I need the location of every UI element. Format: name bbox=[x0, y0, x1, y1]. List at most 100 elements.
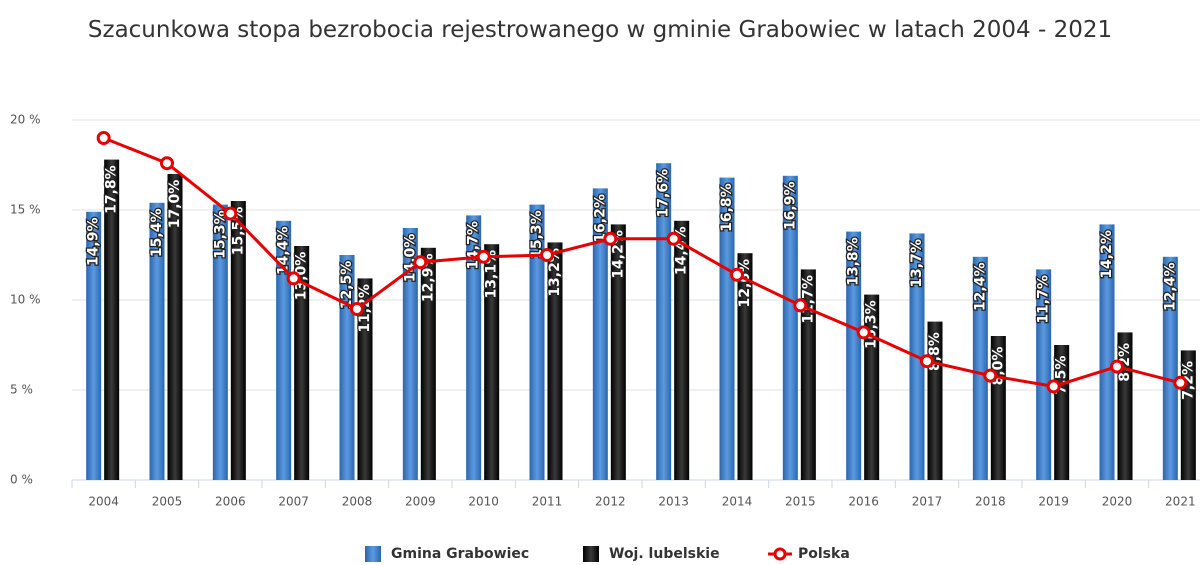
data-label: 11,7% bbox=[1036, 275, 1052, 324]
x-tick-label: 2006 bbox=[215, 495, 246, 509]
data-label: 16,9% bbox=[782, 182, 798, 231]
data-label: 13,8% bbox=[846, 237, 862, 286]
line-marker bbox=[793, 298, 808, 313]
x-tick-label: 2014 bbox=[722, 495, 753, 509]
data-label: 17,0% bbox=[167, 180, 183, 229]
line-marker bbox=[603, 231, 618, 246]
x-tick-label: 2005 bbox=[152, 495, 183, 509]
line-marker bbox=[223, 206, 238, 221]
x-tick-label: 2019 bbox=[1038, 495, 1069, 509]
x-tick-label: 2021 bbox=[1165, 495, 1196, 509]
bar bbox=[276, 220, 292, 481]
bar bbox=[547, 242, 563, 480]
bar bbox=[864, 294, 880, 480]
x-tick-label: 2011 bbox=[532, 495, 563, 509]
y-tick-label: 20 % bbox=[10, 113, 41, 127]
x-tick-label: 2012 bbox=[595, 495, 626, 509]
line-marker bbox=[1173, 375, 1188, 390]
bar bbox=[656, 163, 672, 480]
data-label: 17,8% bbox=[104, 165, 120, 214]
x-tick-label: 2017 bbox=[912, 495, 943, 509]
line-marker bbox=[540, 248, 554, 262]
bar bbox=[737, 253, 753, 480]
line-marker bbox=[1046, 379, 1061, 394]
data-label: 10,3% bbox=[864, 300, 880, 349]
data-label: 13,0% bbox=[294, 252, 310, 301]
data-label: 14,0% bbox=[402, 234, 418, 283]
legend-swatch bbox=[583, 546, 599, 562]
line-marker bbox=[920, 354, 934, 369]
bar bbox=[592, 188, 608, 480]
line-marker bbox=[286, 271, 301, 286]
chart-title: Szacunkowa stopa bezrobocia rejestrowane… bbox=[88, 17, 1112, 43]
line-marker bbox=[96, 131, 111, 145]
line-marker bbox=[730, 267, 744, 282]
legend-swatch bbox=[773, 547, 787, 561]
line-marker bbox=[666, 231, 681, 246]
data-label: 12,6% bbox=[737, 259, 753, 308]
x-tick-label: 2020 bbox=[1102, 495, 1133, 509]
bar bbox=[1036, 269, 1052, 480]
data-label: 14,2% bbox=[1099, 230, 1115, 279]
bar bbox=[357, 278, 373, 480]
legend-label: Woj. lubelskie bbox=[609, 546, 720, 562]
x-tick-label: 2004 bbox=[88, 495, 119, 509]
data-label: 15,4% bbox=[149, 209, 165, 258]
data-label: 16,2% bbox=[592, 194, 608, 243]
bar bbox=[610, 224, 626, 480]
bar bbox=[1054, 345, 1070, 480]
line bbox=[103, 136, 1181, 388]
bar bbox=[149, 202, 165, 481]
data-label: 12,4% bbox=[972, 263, 988, 312]
bar bbox=[104, 159, 120, 480]
line-marker bbox=[350, 302, 364, 316]
bar bbox=[167, 174, 183, 480]
data-label: 11,2% bbox=[357, 284, 373, 333]
bar bbox=[529, 204, 545, 480]
data-label: 12,4% bbox=[1162, 263, 1178, 312]
bar bbox=[719, 177, 735, 480]
data-label: 12,5% bbox=[339, 261, 355, 310]
bar bbox=[846, 231, 862, 480]
bar bbox=[420, 247, 436, 480]
line-marker bbox=[476, 249, 491, 264]
line-marker bbox=[1110, 359, 1124, 374]
title-line: Szacunkowa stopa bezrobocia rejestrowane… bbox=[88, 17, 1112, 43]
y-tick-label: 0 % bbox=[10, 473, 33, 487]
line-marker bbox=[413, 255, 428, 270]
x-tick-label: 2016 bbox=[848, 495, 879, 509]
legend-swatch bbox=[365, 546, 381, 562]
bar bbox=[800, 269, 816, 480]
y-tick-label: 15 % bbox=[10, 203, 41, 217]
bar bbox=[402, 228, 418, 480]
data-label: 13,7% bbox=[909, 239, 925, 288]
bar bbox=[294, 246, 310, 480]
x-tick-label: 2009 bbox=[405, 495, 436, 509]
data-label: 17,6% bbox=[656, 169, 672, 218]
line-marker bbox=[160, 156, 174, 171]
bar bbox=[972, 256, 988, 480]
y-tick-label: 10 % bbox=[10, 293, 41, 307]
data-label: 14,7% bbox=[466, 221, 482, 270]
x-tick-label: 2013 bbox=[658, 495, 689, 509]
data-label: 14,9% bbox=[86, 218, 102, 267]
x-tick-label: 2007 bbox=[278, 495, 309, 509]
x-tick-label: 2015 bbox=[785, 495, 816, 509]
bar bbox=[484, 244, 500, 480]
bar bbox=[230, 201, 246, 480]
legend-label: Gmina Grabowiec bbox=[391, 546, 529, 562]
legend-label: Polska bbox=[798, 546, 850, 562]
x-tick-label: 2018 bbox=[975, 495, 1006, 509]
line-marker bbox=[856, 325, 871, 340]
data-label: 16,8% bbox=[719, 183, 735, 232]
bar bbox=[782, 175, 798, 481]
bar bbox=[86, 211, 102, 481]
line-marker bbox=[983, 368, 998, 383]
data-label: 15,3% bbox=[212, 210, 228, 259]
bar bbox=[674, 220, 690, 481]
data-label: 15,3% bbox=[529, 210, 545, 259]
chart-title-text: Szacunkowa stopa bezrobocia rejestrowane… bbox=[88, 17, 1112, 43]
bar bbox=[1099, 224, 1115, 480]
data-label: 7,2% bbox=[1180, 361, 1196, 400]
